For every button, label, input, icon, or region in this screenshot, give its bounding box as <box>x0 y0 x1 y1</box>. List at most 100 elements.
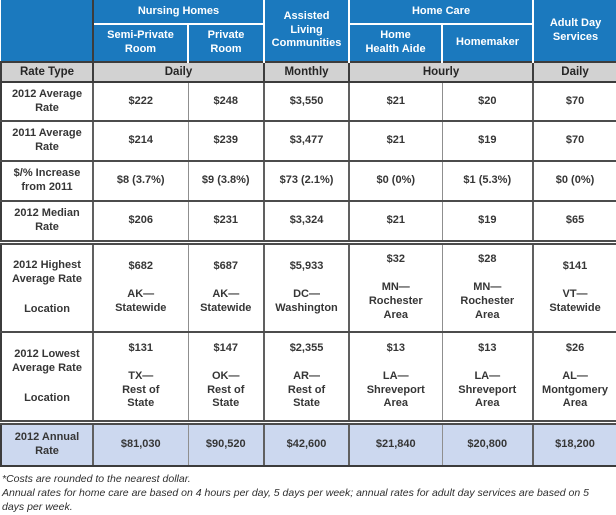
cost-of-care-table: Nursing Homes Assisted Living Communitie… <box>0 0 616 467</box>
row-label-text: 2012 Lowest Average Rate <box>12 348 82 374</box>
rate-cell: $65 <box>532 200 616 243</box>
period-home-care-hourly: Hourly <box>348 61 534 83</box>
rate-location: LA— Shreveport Area <box>458 369 517 410</box>
rate-location-cell: $682 AK— Statewide <box>92 239 189 334</box>
rate-cell: $0 (0%) <box>348 160 443 202</box>
row-label: 2012 Median Rate <box>0 200 94 243</box>
rate-type-row: Rate Type Daily Monthly Hourly Daily <box>0 61 616 83</box>
rate-cell: $231 <box>187 200 265 243</box>
rate-location: AK— Statewide <box>200 288 252 314</box>
rate-value: $26 <box>565 342 585 355</box>
rate-cell: $206 <box>92 200 189 243</box>
rate-cell: $1 (5.3%) <box>441 160 534 202</box>
rate-location-cell: $13 LA— Shreveport Area <box>348 331 443 424</box>
rate-type-label: Rate Type <box>0 61 93 83</box>
rate-location: TX— Rest of State <box>122 369 160 410</box>
rate-location: DC— Washington <box>275 288 338 314</box>
rate-cell: $18,200 <box>532 420 616 467</box>
rate-location: VT— Statewide <box>549 288 601 314</box>
table-row-2012-highest-average-rate: 2012 Highest Average Rate Location $682 A… <box>0 239 616 334</box>
row-label: 2012 Highest Average Rate Location <box>0 239 94 334</box>
rate-cell: $20,800 <box>441 420 534 467</box>
rate-value: $13 <box>478 342 497 355</box>
period-nursing-daily: Daily <box>91 61 265 83</box>
rate-cell: $222 <box>92 81 189 122</box>
rate-value: $687 <box>213 260 238 273</box>
rate-cell: $3,324 <box>263 200 350 243</box>
rate-cell: $42,600 <box>263 420 350 467</box>
rate-value: $13 <box>386 342 405 355</box>
location-label: Location <box>24 391 70 404</box>
rate-location: AK— Statewide <box>115 288 167 314</box>
rate-cell: $70 <box>532 81 616 122</box>
table-row-2012-median-rate: 2012 Median Rate $206 $231 $3,324 $21 $1… <box>0 200 616 243</box>
column-header-adult-day-services: Adult Day Services <box>532 0 616 62</box>
column-header-assisted-living: Assisted Living Communities <box>263 0 351 62</box>
rate-cell: $9 (3.8%) <box>187 160 265 202</box>
rate-cell: $3,550 <box>263 81 350 122</box>
rate-cell: $248 <box>187 81 265 122</box>
footnote-costs-rounded: *Costs are rounded to the nearest dollar… <box>2 472 191 485</box>
rate-location-cell: $131 TX— Rest of State <box>92 331 189 424</box>
column-group-nursing-homes: Nursing Homes <box>91 0 265 25</box>
row-label: 2012 Lowest Average Rate Location <box>0 331 94 424</box>
rate-location: AL— Montgomery Area <box>542 369 609 410</box>
rate-location-cell: $13 LA— Shreveport Area <box>441 331 534 424</box>
rate-value: $28 <box>478 253 497 266</box>
rate-location-cell: $26 AL— Montgomery Area <box>532 331 616 424</box>
rate-value: $131 <box>128 342 153 355</box>
table-row-2011-average-rate: 2011 Average Rate $214 $239 $3,477 $21 $… <box>0 120 616 162</box>
row-label: 2011 Average Rate <box>0 120 94 162</box>
rate-location: OK— Rest of State <box>207 369 245 410</box>
table-row-increase-from-2011: $/% Increase from 2011 $8 (3.7%) $9 (3.8… <box>0 160 616 202</box>
period-assisted-monthly: Monthly <box>263 61 350 83</box>
rate-value: $141 <box>562 260 588 273</box>
footnotes: *Costs are rounded to the nearest dollar… <box>0 472 600 515</box>
rate-location: MN— Rochester Area <box>368 281 423 321</box>
location-label: Location <box>24 302 70 315</box>
rate-cell: $21 <box>348 200 443 243</box>
rate-cell: $19 <box>441 120 534 162</box>
column-header-homemaker: Homemaker <box>441 24 534 62</box>
rate-cell: $0 (0%) <box>532 160 616 202</box>
rate-cell: $21 <box>348 81 443 122</box>
rate-cell: $73 (2.1%) <box>263 160 350 202</box>
header-group-row: Nursing Homes Assisted Living Communitie… <box>1 0 616 62</box>
column-header-private-room: Private Room <box>186 24 265 62</box>
rate-value: $2,355 <box>289 342 324 355</box>
rate-cell: $239 <box>187 120 265 162</box>
rate-cell: $21,840 <box>348 420 443 467</box>
rate-cell: $81,030 <box>92 420 189 467</box>
header-sub-row: Semi-Private Room Private Room Home Heal… <box>1 24 616 62</box>
footnote-annual-rates-basis: Annual rates for home care are based on … <box>2 486 589 513</box>
rate-value: $147 <box>213 342 238 355</box>
rate-cell: $3,477 <box>263 120 350 162</box>
rate-cell: $8 (3.7%) <box>92 160 189 202</box>
rate-location-cell: $2,355 AR— Rest of State <box>263 331 350 424</box>
rate-location-cell: $28 MN— Rochester Area <box>441 239 534 334</box>
rate-location-cell: $141 VT— Statewide <box>532 239 616 334</box>
row-label-text: 2012 Highest Average Rate <box>12 259 82 285</box>
table-row-2012-average-rate: 2012 Average Rate $222 $248 $3,550 $21 $… <box>0 81 616 122</box>
column-header-home-health-aide: Home Health Aide <box>349 24 443 62</box>
column-header-semi-private-room: Semi-Private Room <box>93 24 188 62</box>
rate-value: $32 <box>386 253 405 266</box>
row-label: 2012 Annual Rate <box>0 420 94 467</box>
rate-location: AR— Rest of State <box>287 369 326 410</box>
rate-location: MN— Rochester Area <box>460 281 515 321</box>
corner-cell <box>1 0 94 62</box>
rate-cell: $90,520 <box>187 420 265 467</box>
rate-location-cell: $147 OK— Rest of State <box>187 331 265 424</box>
rate-cell: $20 <box>441 81 534 122</box>
table-row-2012-annual-rate: 2012 Annual Rate $81,030 $90,520 $42,600… <box>0 420 616 467</box>
rate-value: $682 <box>128 260 153 273</box>
rate-location-cell: $5,933 DC— Washington <box>263 239 350 334</box>
rate-location-cell: $687 AK— Statewide <box>187 239 265 334</box>
column-group-home-care: Home Care <box>349 0 534 25</box>
row-label: 2012 Average Rate <box>0 81 94 122</box>
rate-value: $5,933 <box>289 260 324 273</box>
period-adult-day-daily: Daily <box>532 61 616 83</box>
rate-cell: $21 <box>348 120 443 162</box>
rate-location-cell: $32 MN— Rochester Area <box>348 239 443 334</box>
